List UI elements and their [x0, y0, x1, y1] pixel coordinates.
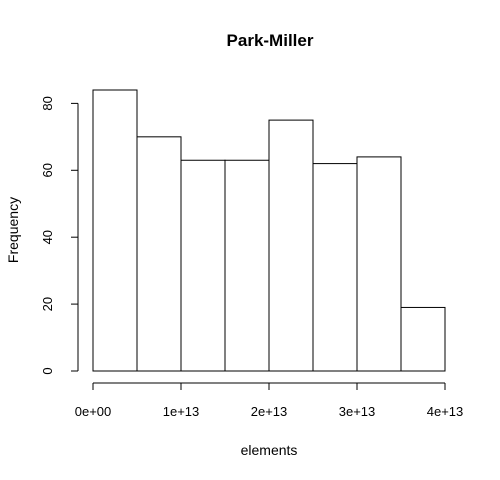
x-tick-label-3: 3e+13 — [339, 404, 376, 419]
y-tick-label-2: 40 — [40, 230, 55, 244]
x-tick-label-4: 4e+13 — [427, 404, 464, 419]
y-tick-label-4: 80 — [40, 96, 55, 110]
histogram-bar-6 — [356, 156, 402, 372]
bars-group — [92, 89, 446, 372]
histogram-bar-0 — [92, 89, 138, 372]
x-tick-label-2: 2e+13 — [251, 404, 288, 419]
histogram-bar-5 — [312, 163, 358, 372]
histogram-bar-3 — [224, 159, 270, 372]
y-axis: 0 20 40 60 80 — [40, 96, 79, 375]
x-axis: 0e+00 1e+13 2e+13 3e+13 4e+13 — [75, 382, 464, 419]
x-tick-label-1: 1e+13 — [163, 404, 200, 419]
histogram-bar-1 — [136, 136, 182, 372]
histogram-bar-2 — [180, 159, 226, 372]
x-tick-label-0: 0e+00 — [75, 404, 112, 419]
histogram-bar-7 — [400, 306, 446, 372]
x-axis-label: elements — [241, 442, 298, 458]
y-tick-label-0: 0 — [40, 367, 55, 374]
y-axis-label: Frequency — [5, 197, 21, 263]
chart-title: Park-Miller — [227, 31, 314, 50]
y-tick-label-3: 60 — [40, 163, 55, 177]
histogram-bar-4 — [268, 119, 314, 372]
y-tick-label-1: 20 — [40, 297, 55, 311]
